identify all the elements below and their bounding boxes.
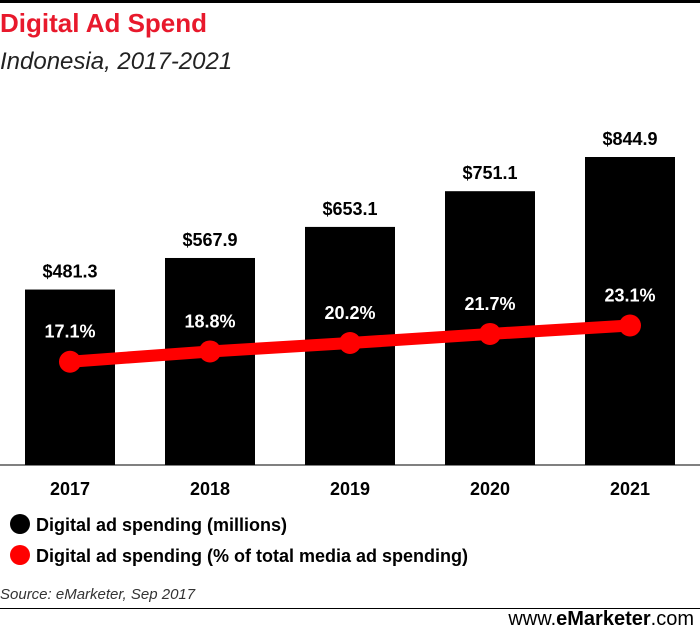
brand-logo: www.eMarketer.com: [508, 608, 694, 631]
line-point-2021: [619, 314, 641, 337]
chart-subtitle: Indonesia, 2017-2021: [0, 48, 233, 75]
chart-title: Digital Ad Spend: [0, 8, 208, 38]
bottom-rule: [0, 608, 700, 609]
line-point-2019: [339, 332, 361, 355]
x-tick-2019: 2019: [330, 479, 370, 499]
x-tick-2020: 2020: [470, 479, 510, 499]
source-note: Source: eMarketer, Sep 2017: [0, 586, 196, 603]
bar-label-2020: $751.1: [462, 163, 517, 183]
legend-item-bars: Digital ad spending (millions): [10, 514, 287, 536]
line-label-2020: 21.7%: [464, 294, 515, 314]
brand-suffix: .com: [650, 608, 694, 630]
legend-bar-swatch: [10, 514, 30, 534]
legend-bar-label: Digital ad spending (millions): [36, 515, 288, 535]
line-point-2018: [199, 340, 221, 363]
line-point-2020: [479, 322, 501, 345]
line-label-2018: 18.8%: [184, 311, 235, 331]
brand-prefix: www.: [508, 608, 557, 630]
bar-label-2017: $481.3: [42, 262, 97, 282]
bar-label-2019: $653.1: [322, 199, 377, 219]
line-point-2017: [59, 350, 81, 373]
legend-item-line: Digital ad spending (% of total media ad…: [10, 545, 468, 567]
legend-line-label: Digital ad spending (% of total media ad…: [36, 546, 469, 566]
x-tick-2021: 2021: [610, 479, 650, 499]
line-label-2021: 23.1%: [604, 285, 655, 305]
bar-label-2021: $844.9: [602, 129, 657, 149]
bar-label-2018: $567.9: [182, 230, 237, 250]
bar-2021: [585, 157, 675, 465]
top-rule: [0, 0, 700, 3]
bar-2017: [25, 289, 115, 465]
line-label-2017: 17.1%: [44, 322, 95, 342]
legend-line-swatch: [10, 545, 30, 565]
brand-name: eMarketer: [556, 608, 651, 630]
x-tick-2018: 2018: [190, 479, 230, 499]
line-label-2019: 20.2%: [324, 303, 375, 323]
x-tick-2017: 2017: [50, 479, 90, 499]
